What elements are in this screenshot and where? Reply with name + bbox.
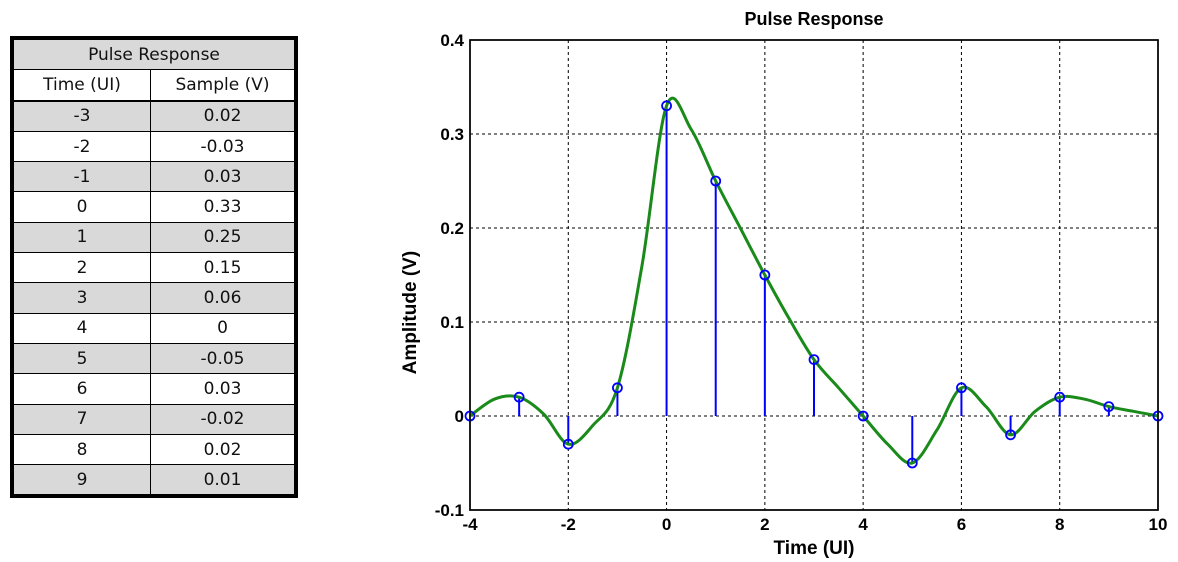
table-header-row: Time (UI) Sample (V) bbox=[13, 69, 295, 102]
cell-sample: -0.02 bbox=[150, 403, 295, 435]
sample-marker bbox=[956, 382, 967, 394]
x-axis-title: Time (UI) bbox=[774, 538, 855, 559]
table-row: 7 -0.02 bbox=[13, 403, 295, 435]
pulse-curve bbox=[469, 96, 1159, 465]
column-header-time: Time (UI) bbox=[13, 69, 151, 102]
x-tick-label: -4 bbox=[462, 515, 478, 534]
sample-marker bbox=[612, 382, 623, 394]
plot-area bbox=[469, 39, 1159, 511]
sample-marker bbox=[1054, 391, 1066, 403]
cell-sample: 0.02 bbox=[150, 433, 295, 466]
sample-marker bbox=[759, 269, 771, 281]
column-header-sample: Sample (V) bbox=[150, 69, 295, 102]
y-tick-label: 0.3 bbox=[440, 125, 464, 144]
table-row: 0 0.33 bbox=[13, 191, 295, 223]
cell-time: -3 bbox=[13, 100, 151, 132]
table-row: 3 0.06 bbox=[13, 282, 295, 314]
cell-sample: 0.25 bbox=[150, 221, 295, 254]
x-tick-label: 10 bbox=[1149, 515, 1168, 534]
cell-time: 6 bbox=[13, 373, 151, 405]
cell-sample: -0.03 bbox=[150, 130, 295, 163]
pulse-response-table: Pulse Response Time (UI) Sample (V) -3 0.… bbox=[10, 36, 298, 499]
curve-series bbox=[469, 96, 1159, 465]
cell-time: -2 bbox=[13, 130, 151, 163]
cell-sample: 0.03 bbox=[150, 373, 295, 405]
cell-time: 9 bbox=[13, 464, 151, 496]
cell-time: -1 bbox=[13, 161, 151, 193]
table-body: -3 0.02 -2 -0.03 -1 0.03 0 0.33 1 0.25 2 0.15 3 0.06 4… bbox=[13, 100, 295, 496]
table-title: Pulse Response bbox=[13, 38, 295, 71]
table-row: -2 -0.03 bbox=[13, 130, 295, 163]
pulse-response-chart: -0.1 0 0.1 0.2 0.3 0.4 -4 -2 0 2 4 6 8 10 Pulse Resp… bbox=[400, 9, 1167, 559]
cell-time: 1 bbox=[13, 221, 151, 254]
sample-marker bbox=[1103, 401, 1115, 413]
table-title-row: Pulse Response bbox=[13, 38, 295, 71]
table-row: 2 0.15 bbox=[13, 252, 295, 284]
cell-time: 8 bbox=[13, 433, 151, 466]
sample-marker bbox=[661, 100, 672, 112]
table-row: -1 0.03 bbox=[13, 161, 295, 193]
x-tick-labels: -4 -2 0 2 4 6 8 10 bbox=[462, 515, 1167, 534]
table-row: 5 -0.05 bbox=[13, 342, 295, 375]
y-tick-label: 0 bbox=[455, 407, 464, 426]
sample-marker bbox=[808, 354, 820, 366]
cell-sample: -0.05 bbox=[150, 342, 295, 375]
table-row: 1 0.25 bbox=[13, 221, 295, 254]
sample-marker bbox=[1005, 429, 1016, 441]
cell-sample: 0.33 bbox=[150, 191, 295, 223]
cell-sample: 0.15 bbox=[150, 252, 295, 284]
y-tick-label: 0.4 bbox=[440, 31, 464, 50]
cell-sample: 0.03 bbox=[150, 161, 295, 193]
x-tick-label: 2 bbox=[760, 515, 769, 534]
cell-sample: 0.02 bbox=[150, 100, 295, 132]
sample-marker bbox=[710, 175, 722, 187]
x-tick-label: 0 bbox=[662, 515, 671, 534]
x-tick-label: 8 bbox=[1055, 515, 1064, 534]
table-row: 6 0.03 bbox=[13, 373, 295, 405]
table-row: 9 0.01 bbox=[13, 464, 295, 496]
x-tick-label: 6 bbox=[957, 515, 966, 534]
cell-time: 7 bbox=[13, 403, 151, 435]
y-tick-label: -0.1 bbox=[435, 501, 464, 520]
x-tick-label: -2 bbox=[561, 515, 576, 534]
y-tick-labels: -0.1 0 0.1 0.2 0.3 0.4 bbox=[435, 31, 465, 520]
cell-sample: 0.01 bbox=[150, 464, 295, 496]
y-tick-label: 0.1 bbox=[440, 313, 464, 332]
table-row: 8 0.02 bbox=[13, 433, 295, 466]
cell-time: 4 bbox=[13, 312, 151, 344]
cell-time: 0 bbox=[13, 191, 151, 223]
sample-marker bbox=[562, 438, 574, 450]
plot-frame bbox=[469, 39, 1159, 511]
data-table: Pulse Response Time (UI) Sample (V) -3 0.… bbox=[13, 38, 295, 496]
cell-time: 3 bbox=[13, 282, 151, 314]
cell-time: 2 bbox=[13, 252, 151, 284]
cell-sample: 0.06 bbox=[150, 282, 295, 314]
table-row: -3 0.02 bbox=[13, 100, 295, 132]
cell-sample: 0 bbox=[150, 312, 295, 344]
y-tick-label: 0.2 bbox=[440, 219, 464, 238]
chart-title: Pulse Response bbox=[744, 9, 883, 29]
sample-marker bbox=[513, 391, 525, 403]
x-tick-label: 4 bbox=[858, 515, 868, 534]
y-axis-title: Amplitude (V) bbox=[400, 251, 421, 375]
cell-time: 5 bbox=[13, 342, 151, 375]
sample-marker bbox=[906, 457, 918, 469]
sample-marker bbox=[857, 410, 869, 422]
